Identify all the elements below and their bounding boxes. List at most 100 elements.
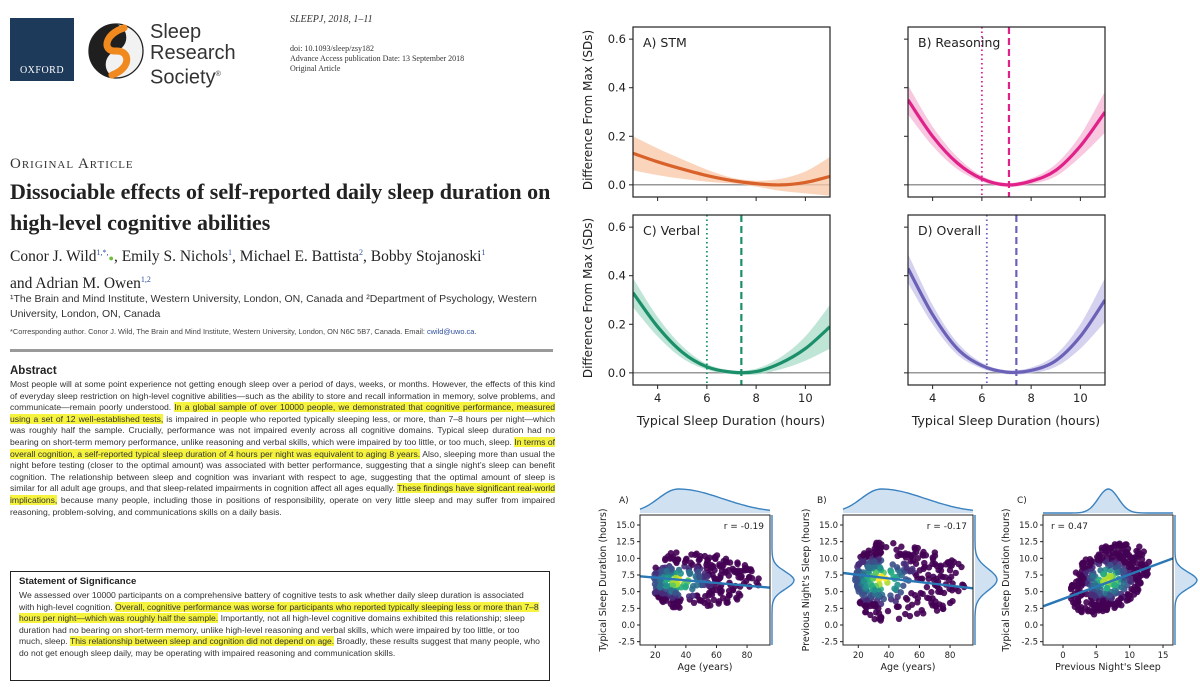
data-point [1118,584,1125,591]
oxford-logo-text: OXFORD [19,65,65,76]
data-point [670,602,677,610]
series-line [908,267,1105,375]
x-tick-label: 4 [929,391,936,405]
society-name: Sleep Research Society® [150,22,236,89]
data-point [686,569,694,577]
data-point [687,559,695,566]
confidence-band [908,253,1105,375]
data-point [877,564,884,571]
y-tick-label: 10.0 [819,554,838,564]
author-affiliation-ref: 2 [359,248,364,257]
right-marginal-fill [1175,515,1198,645]
author: Adrian M. Owen [35,275,141,293]
doi[interactable]: doi: 10.1093/sleep/zsy182 [290,44,374,53]
society-name-line-3-text: Society [150,66,216,89]
y-tick-label: 7.5 [824,571,838,581]
x-tick-label: 40 [680,651,691,661]
data-point [894,593,901,601]
oxford-logo: OXFORD [10,18,74,81]
data-point [696,573,703,581]
panel-frame [907,26,1106,198]
data-point [1094,556,1101,563]
data-point [711,567,718,574]
data-point [893,546,900,553]
data-point [855,585,862,593]
panel-verbal: C) Verbal 0.0 0.2 0.4 0.6 4 6 8 10 [608,214,831,405]
significance-heading: Statement of Significance [19,576,137,587]
x-axis-label: Previous Night's Sleep [1055,662,1161,673]
data-point [1135,586,1142,593]
x-axis-label: Age (years) [881,662,936,673]
x-tick-label: 10 [798,391,813,405]
y-tick-label: 0.6 [608,32,626,46]
data-point [704,573,711,580]
x-tick-label: 60 [711,651,722,661]
registered-mark: ® [215,71,221,78]
data-point [1126,592,1133,599]
author-list: Conor J. Wild1,*,●, Emily S. Nichols1, M… [10,242,555,295]
y-tick-label: 0.6 [608,220,626,234]
data-point [662,555,669,562]
panel-frame [632,214,831,386]
x-tick-label: 15 [1158,651,1169,661]
panel-label: A) STM [643,35,687,50]
data-point [932,575,940,583]
data-point [1121,559,1128,566]
scatter-panels: r = -0.19 A) -2.5 0.0 2.5 5.0 7.5 10.0 12.5 15.0 2… [598,488,1198,673]
y-tick-label: 2.5 [824,604,838,614]
confidence-band [908,85,1105,187]
data-point [685,593,693,600]
x-tick-label: 20 [650,651,661,661]
data-point [898,543,905,550]
abstract-text: Also, sleeping more than usual the night… [10,448,556,494]
data-point [1145,558,1153,566]
data-point [1083,599,1090,606]
data-point [694,568,702,576]
data-point [902,594,910,602]
panel-stm: A) STM 0.0 0.2 0.4 0.6 [608,26,831,201]
x-axis-label: Age (years) [678,662,733,673]
right-marginal-curve [771,515,795,646]
author-and: and [10,275,36,293]
data-point [713,552,721,559]
x-tick-label: 6 [978,391,985,405]
data-point [1127,577,1134,585]
y-tick-label: 2.5 [1024,604,1038,614]
data-point [1116,540,1123,547]
abstract-text: because many people, including those in … [10,494,555,517]
data-point [717,574,724,581]
affiliations: ¹The Brain and Mind Institute, Western U… [10,293,537,320]
data-point [1108,544,1115,552]
data-point [669,582,677,589]
data-point [893,564,901,571]
data-point [1072,569,1080,576]
sleep-research-society-emblem [88,23,144,79]
data-point [1134,553,1142,561]
significance-highlight: This relationship between sleep and cogn… [69,636,335,647]
data-point [933,607,941,614]
y-tick-label: 7.5 [621,571,635,581]
data-point [922,552,930,559]
top-marginal-fill [843,489,973,513]
email-link[interactable]: cwild@uwo.ca [426,327,475,336]
data-point [693,550,700,557]
data-point [1117,595,1124,602]
data-point [723,559,731,566]
data-point [911,592,919,599]
journal-reference: SLEEPJ, 2018, 1–11 [290,14,373,25]
x-tick-label: 8 [1027,391,1034,405]
data-point [1122,549,1130,556]
data-point [872,541,880,548]
data-point [918,606,925,614]
data-point [871,548,879,555]
data-point [734,559,741,566]
data-point [909,565,916,573]
abstract-heading: Abstract [10,365,57,377]
data-point [884,607,892,615]
orcid-icon[interactable]: ● [108,253,114,264]
data-point [914,555,922,562]
data-point [673,549,680,556]
series-line [908,98,1105,187]
data-point [900,582,907,589]
data-point [933,562,941,570]
